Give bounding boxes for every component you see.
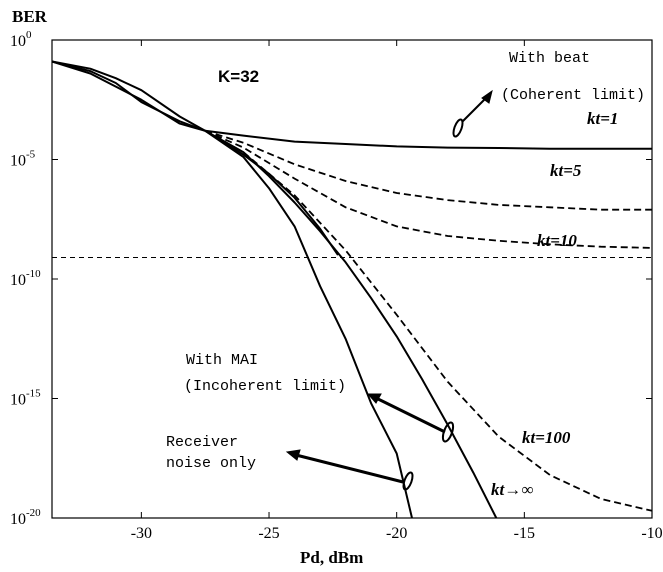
annotation-arrows [285,89,493,484]
series-line-2 [204,129,653,249]
noise-only-label: noise only [166,455,256,472]
beat-arrow-line [461,97,487,123]
y-tick-label: 100 [10,29,32,50]
series-line-1 [204,129,652,211]
receiver-label: Receiver [166,434,238,451]
kt100-label: kt=100 [522,428,571,447]
receiver-arrow-head [285,449,301,461]
series-line-6 [51,60,339,256]
k-label: K=32 [218,67,259,86]
y-tick-label: 10-20 [10,507,41,528]
x-axis-title: Pd, dBm [300,548,363,567]
mai-arrow-head [366,393,382,404]
series-line-3 [204,130,653,512]
beat-arrow-head [481,89,493,104]
receiver-ellipse-marker [402,471,414,491]
curve-markers [402,118,464,491]
axis-ticks: -30 -25 -20 -15 -10 100 10-5 10-10 10-15 10-20 [10,29,663,542]
kt5-label: kt=5 [550,161,582,180]
x-tick-label: -10 [641,525,662,542]
y-tick-label: 10-15 [10,388,41,409]
mai-ellipse-marker [441,421,455,443]
x-tick-label: -20 [386,525,407,542]
y-tick-label: 10-10 [10,268,41,289]
y-tick-label: 10-5 [10,149,36,170]
coherent-limit-label: (Coherent limit) [501,87,645,104]
with-mai-label: With MAI [186,352,258,369]
series-line-5 [51,60,413,519]
with-beat-label: With beat [509,50,590,67]
kt10-label: kt=10 [537,231,577,250]
beat-ellipse-marker [452,118,464,138]
x-tick-label: -30 [131,525,152,542]
y-axis-title: BER [12,7,48,26]
series-line-0 [51,60,652,150]
incoherent-limit-label: (Incoherent limit) [184,378,346,395]
kt1-label: kt=1 [587,109,618,128]
mai-arrow-line [375,396,446,434]
receiver-arrow-line [295,453,404,484]
ktinf-label: kt→∞ [491,480,533,499]
x-tick-label: -15 [514,525,535,542]
series-layer [51,60,653,519]
x-tick-label: -25 [258,525,279,542]
